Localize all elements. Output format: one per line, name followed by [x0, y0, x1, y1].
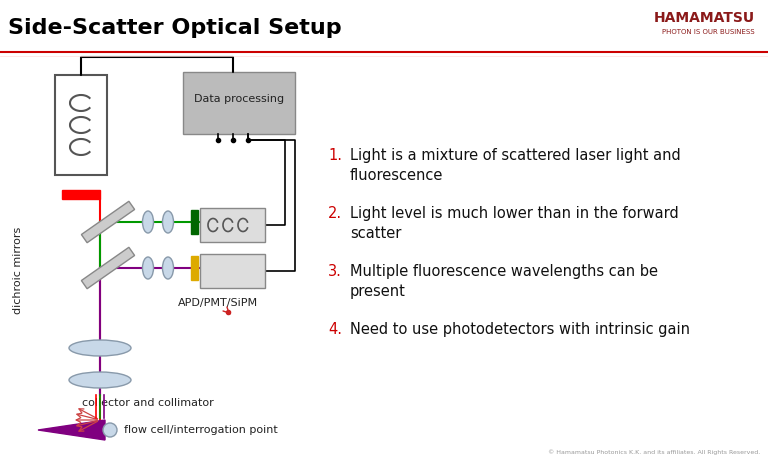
- Text: © Hamamatsu Photonics K.K. and its affiliates. All Rights Reserved.: © Hamamatsu Photonics K.K. and its affil…: [548, 449, 760, 455]
- Text: 1.: 1.: [328, 148, 342, 163]
- Text: Data processing: Data processing: [194, 94, 284, 104]
- Text: Light is a mixture of scattered laser light and
fluorescence: Light is a mixture of scattered laser li…: [350, 148, 680, 183]
- Polygon shape: [38, 420, 105, 440]
- Text: Light level is much lower than in the forward
scatter: Light level is much lower than in the fo…: [350, 206, 679, 241]
- Ellipse shape: [163, 211, 174, 233]
- FancyBboxPatch shape: [183, 72, 295, 134]
- Text: Side-Scatter Optical Setup: Side-Scatter Optical Setup: [8, 18, 342, 38]
- Text: 2.: 2.: [328, 206, 342, 221]
- Ellipse shape: [143, 257, 154, 279]
- Text: 4.: 4.: [328, 322, 342, 337]
- Polygon shape: [81, 201, 134, 243]
- Ellipse shape: [143, 211, 154, 233]
- Text: collector and collimator: collector and collimator: [82, 398, 214, 408]
- Text: HAMAMATSU: HAMAMATSU: [654, 11, 755, 25]
- Text: dichroic mirrors: dichroic mirrors: [13, 226, 23, 313]
- Bar: [191, 256, 198, 280]
- Text: APD/PMT/SiPM: APD/PMT/SiPM: [178, 298, 258, 308]
- Circle shape: [103, 423, 117, 437]
- Text: 3.: 3.: [328, 264, 342, 279]
- FancyBboxPatch shape: [200, 254, 265, 288]
- Ellipse shape: [69, 372, 131, 388]
- Text: PHOTON IS OUR BUSINESS: PHOTON IS OUR BUSINESS: [662, 29, 755, 35]
- Ellipse shape: [163, 257, 174, 279]
- Bar: [191, 210, 198, 234]
- Text: Multiple fluorescence wavelengths can be
present: Multiple fluorescence wavelengths can be…: [350, 264, 658, 299]
- Polygon shape: [81, 247, 134, 289]
- Text: flow cell/interrogation point: flow cell/interrogation point: [124, 425, 278, 435]
- Bar: [62, 190, 100, 199]
- FancyBboxPatch shape: [200, 208, 265, 242]
- Ellipse shape: [69, 340, 131, 356]
- Text: Need to use photodetectors with intrinsic gain: Need to use photodetectors with intrinsi…: [350, 322, 690, 337]
- FancyBboxPatch shape: [55, 75, 107, 175]
